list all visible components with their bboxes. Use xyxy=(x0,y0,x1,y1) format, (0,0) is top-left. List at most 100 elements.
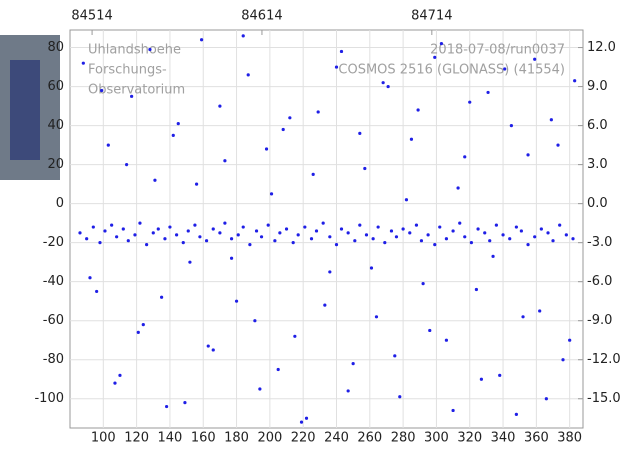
point xyxy=(174,233,179,237)
point xyxy=(316,110,320,114)
point xyxy=(130,94,134,98)
point xyxy=(444,338,449,342)
point xyxy=(193,223,197,227)
point xyxy=(358,223,362,227)
point xyxy=(351,362,355,366)
point xyxy=(163,237,167,241)
y-tick-label: 80 xyxy=(47,40,64,55)
y2-tick-label: -3.0 xyxy=(587,235,612,250)
point xyxy=(533,235,537,239)
x-tick-label: 320 xyxy=(457,431,482,446)
point xyxy=(246,73,250,77)
point xyxy=(561,358,565,362)
point xyxy=(408,231,412,235)
point xyxy=(188,260,192,264)
point xyxy=(181,241,185,245)
x-tick-label: 260 xyxy=(357,431,382,446)
point xyxy=(304,416,309,420)
annotation: COSMOS 2516 (GLONASS) (41554) xyxy=(338,63,565,78)
point xyxy=(383,241,387,245)
photo-fragment xyxy=(10,60,40,160)
point xyxy=(463,235,467,239)
point xyxy=(358,131,362,136)
point xyxy=(103,229,107,233)
point xyxy=(223,159,227,163)
point xyxy=(296,233,300,237)
y-tick-label: -60 xyxy=(43,313,64,328)
point xyxy=(404,198,409,202)
point xyxy=(398,395,402,399)
point xyxy=(321,221,325,225)
y2-tick-label: -12.0 xyxy=(587,352,621,367)
y2-tick-label: 3.0 xyxy=(587,157,608,172)
point xyxy=(433,55,437,59)
x-tick-label: 300 xyxy=(424,431,449,446)
point xyxy=(241,34,245,38)
point xyxy=(409,137,414,141)
point xyxy=(494,223,498,227)
point xyxy=(95,289,99,294)
y-tick-label: -40 xyxy=(43,274,64,289)
point xyxy=(236,233,240,237)
point xyxy=(364,233,369,237)
point xyxy=(521,315,525,319)
point xyxy=(266,223,270,227)
point xyxy=(126,239,130,243)
point xyxy=(458,221,462,225)
point xyxy=(438,225,442,229)
point xyxy=(346,389,350,393)
point xyxy=(564,233,568,237)
point xyxy=(526,153,530,157)
point xyxy=(176,122,180,126)
point xyxy=(211,348,215,352)
point xyxy=(183,401,187,405)
point xyxy=(334,243,339,247)
point xyxy=(259,235,264,239)
point xyxy=(291,241,295,245)
point xyxy=(218,231,222,235)
point xyxy=(264,147,269,151)
y2-tick-label: 0.0 xyxy=(587,196,608,211)
point xyxy=(514,412,518,416)
x-tick-label: 140 xyxy=(158,431,183,446)
point xyxy=(491,254,495,258)
point xyxy=(218,104,222,108)
point xyxy=(514,225,518,229)
point xyxy=(81,61,85,65)
point xyxy=(229,237,234,241)
point xyxy=(78,231,82,235)
point xyxy=(401,227,405,231)
point xyxy=(303,225,307,229)
y2-tick-label: -15.0 xyxy=(587,391,621,406)
point xyxy=(339,227,344,231)
point xyxy=(544,397,548,401)
point xyxy=(551,239,555,243)
point xyxy=(369,266,374,270)
point xyxy=(426,233,430,237)
point xyxy=(273,239,277,243)
point xyxy=(125,163,129,167)
y2-tick-label: 12.0 xyxy=(587,40,616,55)
point xyxy=(138,221,142,225)
point xyxy=(439,42,444,46)
point xyxy=(168,225,172,229)
point xyxy=(419,239,424,243)
x-tick-label: 120 xyxy=(124,431,149,446)
point xyxy=(498,373,502,377)
point xyxy=(204,239,209,243)
point xyxy=(206,344,210,348)
point xyxy=(463,155,467,159)
point xyxy=(539,227,543,231)
y2-tick-label: -9.0 xyxy=(587,313,612,328)
point xyxy=(115,235,119,239)
x2-tick-label: 84514 xyxy=(71,9,112,24)
point xyxy=(284,227,289,231)
point xyxy=(153,178,157,182)
point xyxy=(389,229,394,233)
point xyxy=(451,408,455,413)
point xyxy=(573,79,577,83)
point xyxy=(433,243,437,247)
point xyxy=(241,225,245,229)
point xyxy=(223,221,227,225)
point xyxy=(85,237,89,241)
